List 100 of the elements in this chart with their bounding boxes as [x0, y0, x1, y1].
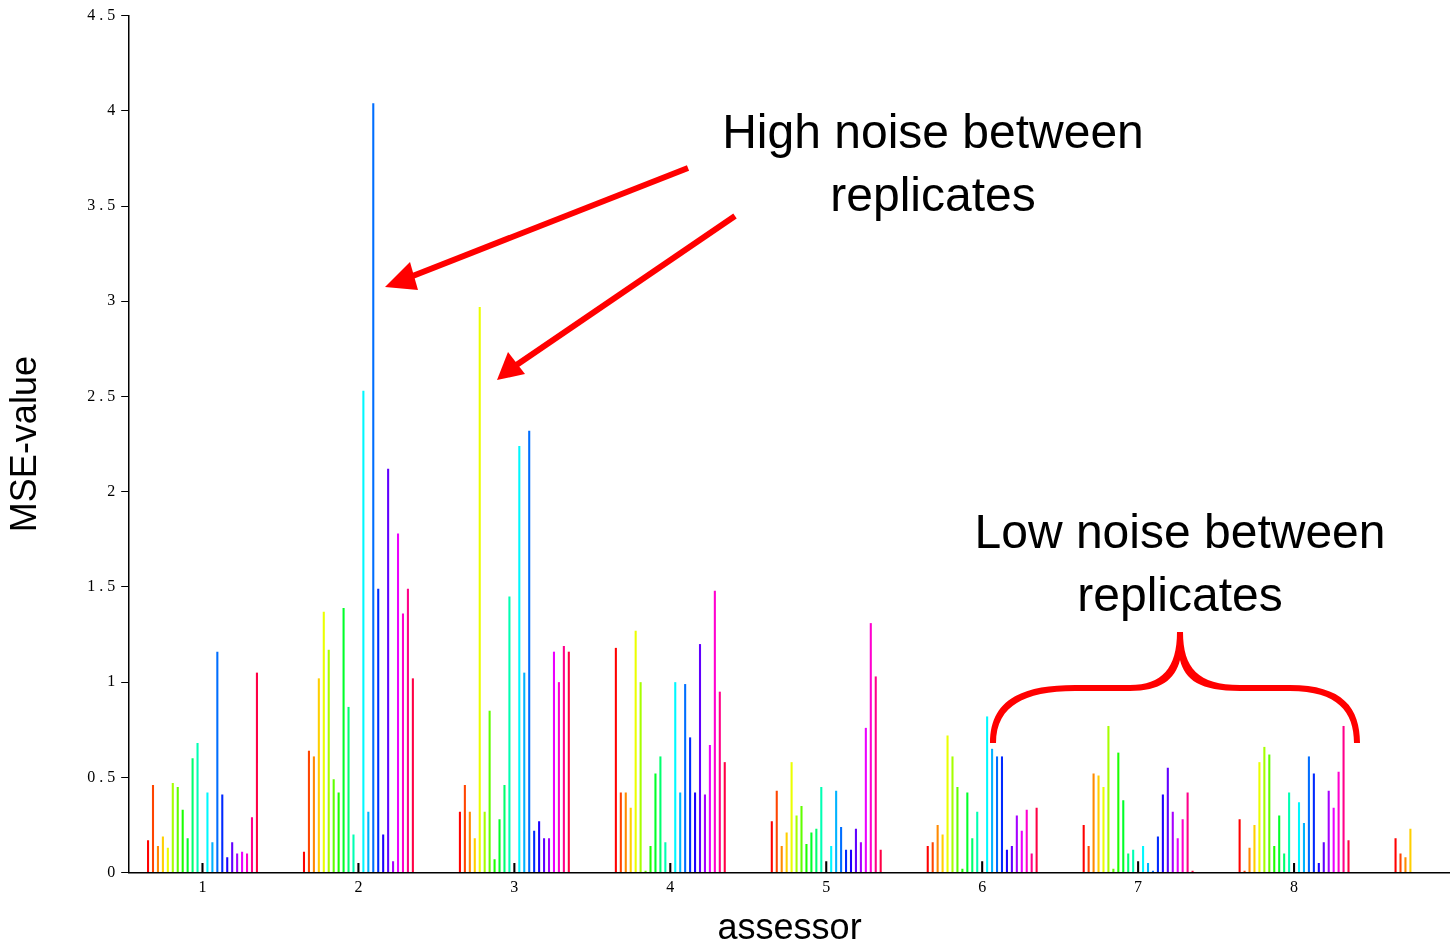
x-tick-label: 7 [1134, 878, 1143, 896]
bar [362, 390, 365, 873]
bar [557, 682, 560, 873]
bar [986, 716, 989, 873]
bar [533, 830, 536, 873]
bar [458, 811, 461, 873]
bar [1082, 824, 1085, 873]
bar [1092, 773, 1095, 873]
x-tick-label: 2 [354, 878, 363, 896]
bar [176, 786, 179, 873]
bar [1248, 847, 1251, 873]
y-tick-label: 2 . 5 [87, 386, 116, 404]
bar [147, 840, 150, 873]
bar [1312, 773, 1315, 873]
bar [854, 828, 857, 873]
x-tick-label: 4 [666, 878, 675, 896]
bar [830, 845, 833, 873]
bar [1181, 819, 1184, 873]
bar [694, 792, 697, 873]
bar [171, 783, 174, 873]
bar [1327, 790, 1330, 873]
bar [382, 834, 385, 873]
bar [614, 647, 617, 873]
bar [869, 623, 872, 873]
bar [1302, 823, 1305, 873]
x-axis-title: assessor [717, 906, 862, 948]
bar [1030, 853, 1033, 873]
bar [337, 792, 340, 873]
bar [639, 682, 642, 873]
bar [1176, 838, 1179, 873]
bar [151, 785, 155, 873]
bar [206, 792, 209, 873]
bar [1005, 849, 1008, 873]
bar [411, 678, 414, 873]
bar [307, 750, 310, 873]
bar [1122, 800, 1125, 873]
bar [327, 649, 330, 873]
bar [1263, 746, 1266, 873]
bar [1020, 830, 1023, 873]
bar [562, 645, 565, 873]
bar [367, 811, 370, 873]
bar [211, 842, 214, 873]
bar [1132, 849, 1135, 873]
bar [971, 838, 974, 873]
bar [347, 706, 350, 873]
bar [377, 588, 380, 873]
bar [493, 859, 496, 873]
bar [845, 849, 848, 873]
x-tick-label: 6 [978, 878, 987, 896]
bar [1000, 756, 1004, 873]
bar [775, 790, 778, 873]
bar [1161, 794, 1164, 873]
bar [1409, 828, 1412, 873]
bar [161, 836, 164, 873]
bar [221, 794, 224, 873]
bar [800, 805, 803, 873]
bar [372, 103, 375, 873]
bar [634, 630, 637, 873]
bar [976, 811, 979, 873]
bar [317, 678, 320, 873]
bar [538, 821, 541, 873]
bar [392, 861, 395, 873]
bar [1087, 845, 1090, 873]
bar [689, 737, 692, 873]
bar [181, 809, 184, 873]
bar [567, 651, 570, 873]
bar [723, 762, 726, 873]
bar [684, 684, 687, 873]
bar [1273, 845, 1276, 873]
bar [624, 792, 627, 873]
bar [523, 672, 526, 873]
bar [664, 842, 667, 873]
bar [1317, 863, 1320, 873]
bar [770, 821, 773, 873]
y-tick-label: 1 . 5 [87, 577, 116, 595]
bar [718, 691, 721, 873]
bar [1238, 819, 1241, 873]
bar [946, 735, 949, 873]
bar [1035, 807, 1038, 873]
bar [810, 832, 813, 873]
bar [780, 845, 783, 873]
bar [508, 596, 511, 873]
bar [1332, 807, 1335, 873]
y-tick-label: 1 [107, 672, 116, 690]
bar [1142, 845, 1145, 873]
bar [805, 844, 808, 873]
bar [1278, 815, 1281, 873]
bar [547, 838, 551, 873]
bar [478, 306, 481, 873]
bar [186, 838, 189, 873]
bar [488, 710, 491, 873]
bar [332, 779, 335, 873]
bar [820, 786, 823, 873]
bar [619, 792, 622, 873]
bar [396, 533, 400, 873]
bar [713, 590, 716, 873]
bar [463, 785, 466, 873]
bar [654, 773, 657, 873]
bar [1322, 842, 1325, 873]
bar [236, 853, 239, 873]
